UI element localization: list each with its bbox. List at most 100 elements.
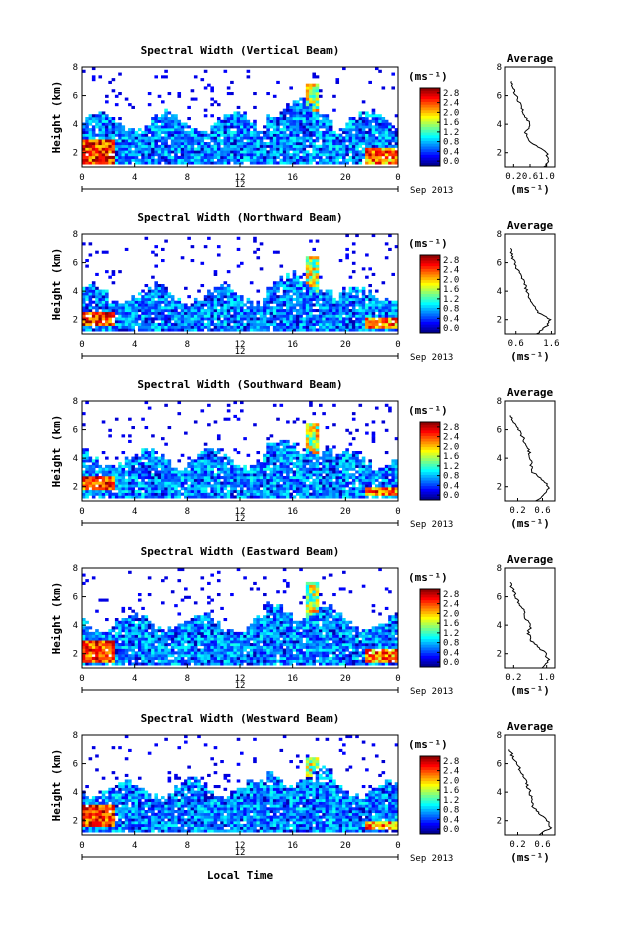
heatmap-cell: [394, 155, 399, 159]
heatmap-cell: [388, 130, 392, 134]
heatmap-cell: [210, 300, 214, 304]
heatmap-cell: [240, 133, 244, 137]
heatmap-cell: [391, 476, 396, 480]
heatmap-cell: [111, 281, 116, 285]
heatmap-cell: [157, 489, 162, 493]
heatmap-cell: [243, 464, 247, 468]
heatmap-cell: [216, 253, 221, 257]
heatmap-cell: [355, 125, 359, 129]
heatmap-cell: [184, 325, 188, 329]
heatmap-cell: [141, 487, 145, 491]
heatmap-cell: [118, 270, 122, 274]
heatmap-cell: [338, 128, 343, 132]
heatmap-cell: [312, 117, 317, 121]
heatmap-cell: [286, 119, 290, 123]
heatmap-cell: [299, 317, 303, 321]
heatmap-cell: [151, 453, 155, 457]
heatmap-cell: [276, 303, 280, 307]
heatmap-cell: [193, 311, 198, 315]
heatmap-cell: [358, 125, 363, 129]
heatmap-cell: [342, 478, 346, 482]
heatmap-cell: [325, 459, 330, 463]
heatmap-cell: [95, 651, 99, 655]
heatmap-cell: [368, 328, 372, 332]
heatmap-cell: [355, 292, 359, 296]
heatmap-cell: [220, 328, 224, 332]
heatmap-cell: [315, 130, 320, 134]
heatmap-cell: [121, 645, 126, 649]
heatmap-cell: [207, 320, 211, 324]
heatmap-cell: [118, 309, 122, 313]
heatmap-cell: [161, 306, 165, 310]
heatmap-cell: [233, 464, 238, 468]
colorbar-segment: [420, 324, 440, 328]
heatmap-cell: [315, 487, 320, 491]
heatmap-cell: [345, 484, 349, 488]
heatmap-cell: [374, 487, 379, 491]
heatmap-cell: [88, 484, 93, 488]
heatmap-cell: [355, 161, 359, 165]
heatmap-cell: [170, 478, 175, 482]
heatmap-cell: [226, 409, 231, 413]
heatmap-cell: [351, 481, 356, 485]
heatmap-cell: [299, 453, 303, 457]
heatmap-cell: [305, 150, 310, 154]
heatmap-cell: [193, 481, 198, 485]
heatmap-cell: [226, 122, 231, 126]
heatmap-cell: [161, 286, 165, 290]
heatmap-cell: [213, 289, 218, 293]
heatmap-cell: [216, 459, 221, 463]
heatmap-cell: [272, 311, 277, 315]
heatmap-cell: [108, 473, 112, 477]
heatmap-cell: [309, 320, 313, 324]
heatmap-cell: [282, 453, 287, 457]
heatmap-cell: [246, 309, 251, 313]
heatmap-cell: [230, 155, 234, 159]
heatmap-cell: [216, 144, 221, 148]
heatmap-cell: [269, 456, 274, 460]
heatmap-cell: [82, 423, 86, 427]
heatmap-cell: [286, 289, 290, 293]
heatmap-cell: [197, 300, 201, 304]
heatmap-cell: [210, 158, 214, 162]
heatmap-cell: [216, 158, 221, 162]
heatmap-cell: [299, 136, 303, 140]
heatmap-cell: [388, 495, 392, 499]
heatmap-cell: [309, 300, 313, 304]
heatmap-cell: [161, 328, 165, 332]
heatmap-cell: [223, 161, 228, 165]
heatmap-cell: [295, 451, 300, 455]
heatmap-cell: [351, 117, 356, 121]
heatmap-cell: [328, 153, 333, 157]
heatmap-cell: [82, 128, 86, 132]
heatmap-cell: [351, 147, 356, 151]
heatmap-cell: [236, 470, 241, 474]
heatmap-cell: [177, 495, 182, 499]
heatmap-cell: [345, 464, 349, 468]
heatmap-cell: [85, 492, 89, 496]
heatmap-cell: [256, 303, 261, 307]
heatmap-cell: [220, 119, 224, 123]
heatmap-cell: [289, 281, 293, 285]
heatmap-cell: [315, 103, 320, 107]
heatmap-cell: [322, 325, 326, 329]
heatmap-cell: [108, 643, 112, 647]
heatmap-cell: [315, 467, 320, 471]
heatmap-cell: [309, 119, 313, 123]
heatmap-cell: [177, 473, 182, 477]
heatmap-cell: [124, 328, 129, 332]
heatmap-cell: [312, 289, 317, 293]
heatmap-cell: [351, 459, 356, 463]
heatmap-cell: [319, 130, 323, 134]
heatmap-cell: [295, 119, 300, 123]
heatmap-cell: [170, 122, 175, 126]
heatmap-cell: [309, 484, 313, 488]
heatmap-cell: [388, 300, 392, 304]
heatmap-cell: [374, 306, 379, 310]
heatmap-cell: [315, 303, 320, 307]
heatmap-cell: [295, 295, 300, 299]
heatmap-cell: [121, 311, 126, 315]
heatmap-cell: [157, 303, 162, 307]
heatmap-cell: [174, 476, 178, 480]
heatmap-cell: [259, 311, 264, 315]
